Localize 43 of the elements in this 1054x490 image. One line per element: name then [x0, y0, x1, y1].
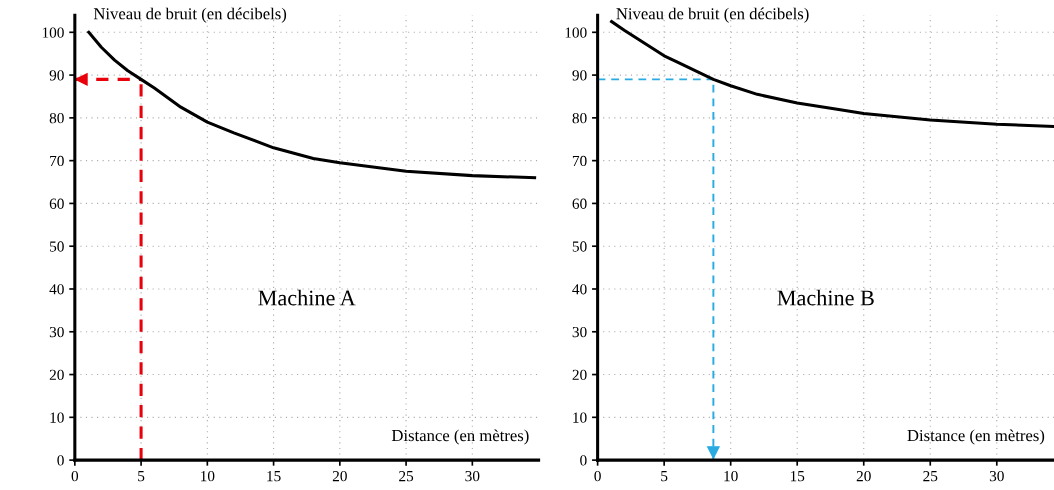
y-tick-label: 0: [57, 455, 64, 466]
x-tick-label: 10: [201, 470, 215, 482]
x-tick-label: 30: [989, 470, 1004, 482]
x-axis-title: Distance (en mètres): [907, 429, 1045, 445]
y-tick-label: 30: [49, 326, 64, 338]
y-tick-label: 0: [580, 455, 587, 466]
x-tick-label: 25: [923, 471, 938, 482]
y-tick-label: 80: [572, 113, 587, 124]
x-tick-label: 5: [661, 471, 668, 482]
y-tick-label: 80: [49, 113, 64, 124]
y-tick-label: 50: [50, 241, 64, 252]
y-axis-title: Niveau de bruit (en décibels): [616, 7, 809, 23]
y-tick-label: 50: [572, 241, 587, 252]
x-tick-label: 30: [465, 470, 480, 482]
x-tick-label: 5: [138, 471, 145, 482]
y-tick-label: 60: [572, 198, 587, 209]
y-tick-label: 100: [565, 27, 587, 38]
y-tick-label: 20: [572, 369, 587, 380]
y-tick-label: 10: [573, 412, 587, 423]
y-tick-label: 90: [49, 70, 64, 81]
y-tick-label: 70: [572, 155, 587, 167]
y-tick-label: 100: [42, 27, 64, 38]
y-tick-label: 10: [50, 412, 64, 423]
x-axis-title: Distance (en mètres): [391, 429, 529, 445]
x-tick-label: 20: [332, 470, 347, 482]
x-tick-label: 15: [267, 471, 281, 482]
annotation: Machine B: [777, 289, 874, 306]
line-series: [87, 30, 537, 180]
x-tick-label: 25: [399, 471, 414, 482]
y-tick-label: 40: [572, 284, 587, 295]
y-tick-label: 70: [50, 155, 64, 167]
x-tick-label: 15: [790, 471, 805, 482]
x-tick-label: 0: [594, 470, 601, 482]
y-tick-label: 40: [49, 284, 64, 295]
x-tick-label: 10: [724, 470, 738, 482]
y-tick-label: 60: [49, 198, 64, 209]
x-tick-label: 20: [856, 470, 871, 482]
y-tick-label: 90: [572, 70, 587, 81]
y-axis-title: Niveau de bruit (en décibels): [93, 7, 287, 23]
y-tick-label: 20: [49, 369, 64, 380]
annotation: Machine A: [258, 289, 356, 306]
x-tick-label: 0: [71, 470, 79, 482]
y-tick-label: 30: [572, 326, 587, 338]
